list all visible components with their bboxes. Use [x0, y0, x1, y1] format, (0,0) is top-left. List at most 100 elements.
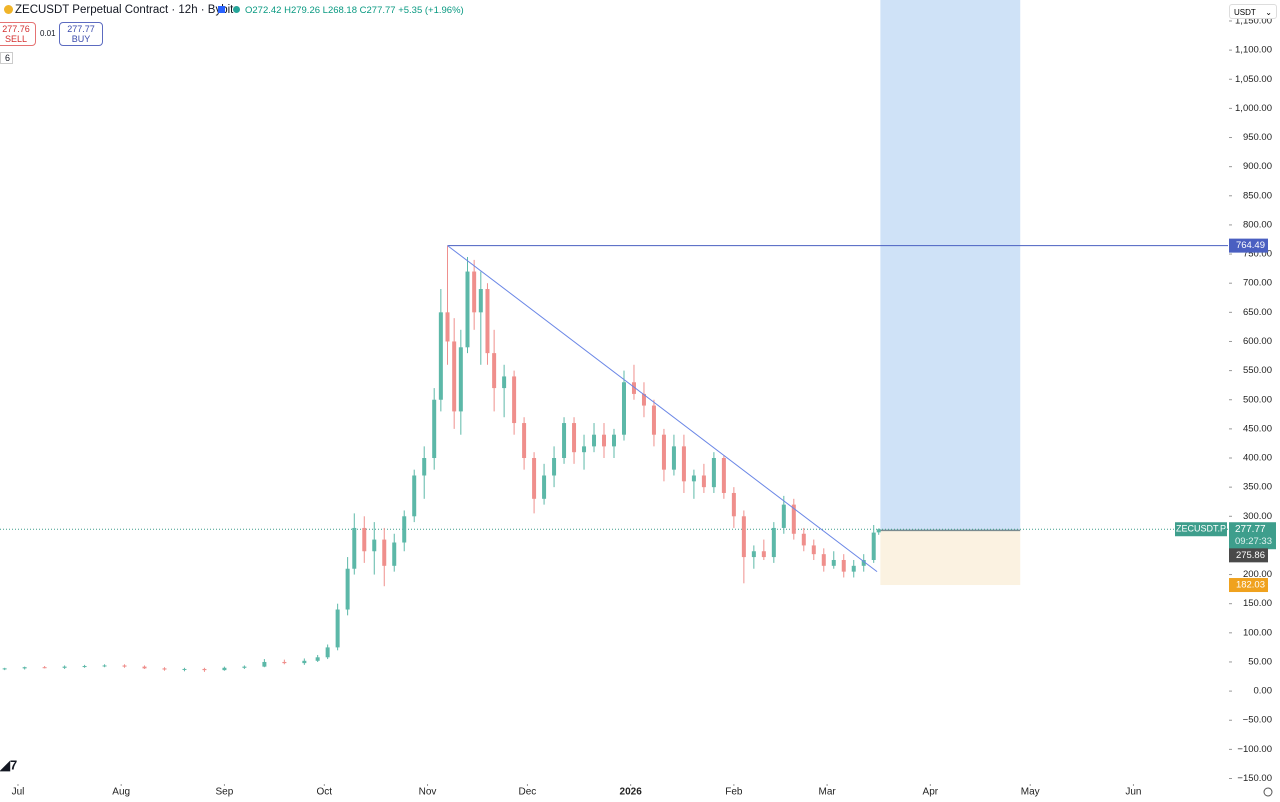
- candle-body: [458, 347, 463, 412]
- x-tick-label: Nov: [419, 787, 437, 798]
- flag[interactable]: [218, 6, 225, 13]
- candle-body: [791, 504, 796, 534]
- candle-body: [162, 668, 167, 670]
- candle-body: [631, 382, 636, 394]
- buy-button[interactable]: 277.77 BUY: [59, 22, 103, 46]
- candle-body: [621, 382, 626, 435]
- candle-body: [62, 666, 67, 668]
- y-tick-label: 300.00: [1243, 511, 1272, 522]
- candle-body: [612, 434, 616, 447]
- buy-label: BUY: [71, 34, 91, 44]
- symbol-tag: [1175, 522, 1227, 537]
- candle-body: [352, 527, 357, 569]
- resistance-label: 764.49: [1236, 240, 1265, 251]
- candle-body: [242, 666, 247, 668]
- candle-body: [42, 667, 47, 669]
- y-tick-label: 0.00: [1254, 686, 1273, 697]
- candle-body: [721, 458, 726, 493]
- candle-body: [485, 289, 490, 354]
- x-tick-label: 2026: [620, 787, 643, 798]
- candle-body: [701, 475, 706, 488]
- candle-body: [142, 666, 147, 669]
- candle-body: [542, 475, 547, 499]
- settings-icon[interactable]: [1263, 787, 1273, 797]
- candle-body: [82, 666, 87, 668]
- candle-body: [502, 376, 507, 389]
- y-tick-label: 200.00: [1243, 569, 1272, 580]
- close: C277.77: [359, 5, 396, 16]
- candle-body: [751, 551, 756, 558]
- candle-body: [861, 559, 866, 566]
- y-tick-label: 150.00: [1243, 598, 1272, 609]
- y-tick-label: 650.00: [1243, 307, 1272, 318]
- y-tick-label: 750.00: [1243, 249, 1272, 260]
- candle-body: [325, 647, 330, 658]
- candle-body: [876, 529, 881, 533]
- entry-label-box: [1229, 548, 1268, 563]
- target-zone: [880, 0, 1021, 531]
- currency-select[interactable]: USDT ⌄: [1229, 4, 1277, 19]
- candle-body: [651, 405, 656, 435]
- y-tick-label: 950.00: [1243, 132, 1272, 143]
- countdown: 09:27:33: [1235, 536, 1272, 547]
- candle-body: [691, 475, 696, 482]
- symbol-title: ZECUSDT Perpetual Contract · 12h · Bybit: [4, 4, 233, 16]
- candle-body: [781, 504, 786, 528]
- x-tick-label: Aug: [112, 787, 130, 798]
- candle-body: [582, 446, 587, 453]
- x-tick-label: May: [1021, 787, 1040, 798]
- candle-body: [871, 532, 876, 560]
- candle-body: [681, 446, 686, 482]
- sell-label: SELL: [4, 34, 28, 44]
- candle-body: [262, 661, 267, 667]
- candle-body: [522, 423, 527, 459]
- candle-body: [592, 434, 597, 447]
- candle-body: [452, 341, 457, 412]
- y-tick-label: 800.00: [1243, 219, 1272, 230]
- trendline: [447, 245, 878, 573]
- candle-body: [402, 516, 407, 543]
- low: L268.18: [322, 5, 357, 16]
- candle-body: [562, 423, 567, 459]
- y-tick-label: 1,100.00: [1235, 45, 1272, 56]
- entry-label: 275.86: [1236, 550, 1265, 561]
- candle-body: [572, 423, 577, 453]
- dropdown-arrow: ⌄: [1265, 8, 1272, 17]
- y-tick-label: 450.00: [1243, 423, 1272, 434]
- stop-zone: [880, 530, 1021, 586]
- candle-body: [671, 446, 676, 470]
- y-tick-label: 550.00: [1243, 365, 1272, 376]
- last-price-box: [1229, 522, 1276, 550]
- currency: USDT: [1234, 8, 1256, 17]
- x-tick-label: Jul: [12, 787, 25, 798]
- change: +5.35 (+1.96%): [398, 5, 464, 16]
- x-tick-label: Oct: [317, 787, 333, 798]
- symbol-label: ZECUSDT.P: [1176, 524, 1226, 534]
- candle-body: [512, 376, 517, 424]
- logo: ◢7: [0, 757, 17, 772]
- candle-body: [282, 661, 287, 664]
- x-tick-label: Jun: [1125, 787, 1141, 798]
- x-tick-label: Feb: [725, 787, 743, 798]
- y-tick-label: 900.00: [1243, 161, 1272, 172]
- candle-body: [552, 458, 557, 476]
- y-tick-label: 350.00: [1243, 482, 1272, 493]
- y-tick-label: 500.00: [1243, 394, 1272, 405]
- candle-body: [711, 458, 716, 488]
- candle-body: [472, 271, 477, 313]
- sell-button[interactable]: 277.76 SELL: [0, 22, 36, 46]
- y-tick-label: 400.00: [1243, 453, 1272, 464]
- indicators-toggle[interactable]: 6: [0, 52, 14, 64]
- buy-price: 277.77: [67, 24, 95, 34]
- candle-body: [731, 492, 736, 517]
- resistance-label-box: [1229, 238, 1268, 253]
- candle-body: [438, 312, 443, 400]
- candle-body: [492, 353, 497, 389]
- y-tick-label: −150.00: [1237, 773, 1272, 784]
- coin-icon: [4, 5, 13, 14]
- candle-body: [315, 657, 320, 661]
- candle-body: [335, 609, 340, 648]
- y-tick-label: −50.00: [1243, 715, 1272, 726]
